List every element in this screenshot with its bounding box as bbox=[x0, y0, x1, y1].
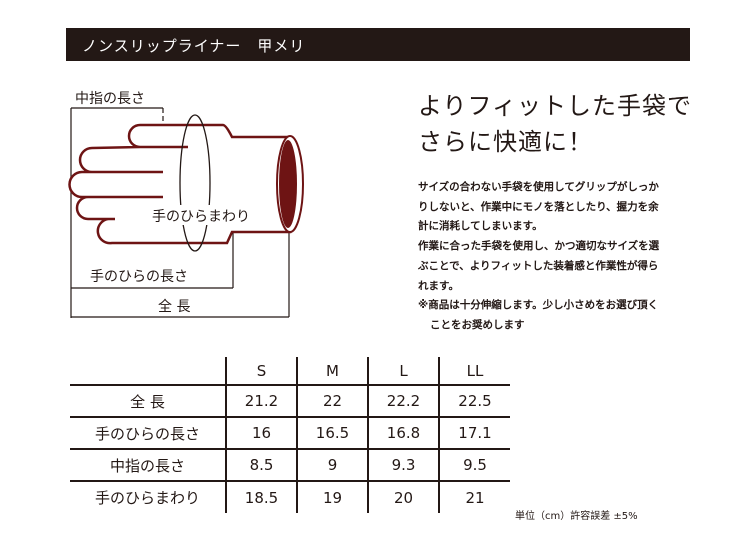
total-length-label: 全 長 bbox=[158, 299, 191, 315]
cell: 22.5 bbox=[438, 384, 510, 417]
headline: よりフィットした手袋で さらに快適に！ bbox=[418, 88, 692, 160]
row-label: 手のひらまわり bbox=[70, 480, 226, 513]
cell: 18.5 bbox=[225, 480, 297, 513]
header-empty bbox=[70, 357, 226, 385]
description: サイズの合わない手袋を使用してグリップがしっか りしないと、作業中にモノを落とし… bbox=[418, 178, 708, 336]
cell: 22.2 bbox=[367, 384, 439, 417]
cell: 9.5 bbox=[438, 448, 510, 481]
palm-circumference-label: 手のひらまわり bbox=[152, 209, 250, 225]
cell: 9.3 bbox=[367, 448, 439, 481]
cell: 22 bbox=[296, 384, 368, 417]
headline-line: さらに快適に！ bbox=[418, 128, 593, 156]
description-line: ことをお奨めします bbox=[430, 318, 525, 331]
table-header-row: S M L LL bbox=[70, 357, 510, 385]
unit-note: 単位（cm）許容誤差 ±5% bbox=[515, 511, 638, 522]
palm-circumference-ellipse bbox=[179, 114, 211, 252]
size-header: L bbox=[367, 357, 439, 385]
row-label: 全 長 bbox=[70, 384, 226, 417]
size-header: LL bbox=[438, 357, 510, 385]
row-label: 中指の長さ bbox=[70, 448, 226, 481]
description-line: ※商品は十分伸縮します。少し小さめをお選び頂く bbox=[418, 299, 659, 312]
description-line: れます。 bbox=[418, 279, 459, 292]
cell: 16.8 bbox=[367, 416, 439, 449]
size-table: S M L LL 全 長 21.2 22 22.2 22.5 手のひらの長さ 1… bbox=[70, 357, 510, 513]
cell: 19 bbox=[296, 480, 368, 513]
table-row: 手のひらの長さ 16 16.5 16.8 17.1 bbox=[70, 416, 510, 449]
cell: 21.2 bbox=[225, 384, 297, 417]
size-header: S bbox=[225, 357, 297, 385]
row-label: 手のひらの長さ bbox=[70, 416, 226, 449]
cell: 16.5 bbox=[296, 416, 368, 449]
cell: 21 bbox=[438, 480, 510, 513]
product-title: ノンスリップライナー 甲メリ bbox=[82, 37, 306, 55]
table-row: 中指の長さ 8.5 9 9.3 9.5 bbox=[70, 448, 510, 481]
description-line: サイズの合わない手袋を使用してグリップがしっか bbox=[418, 181, 659, 193]
cell: 20 bbox=[367, 480, 439, 513]
description-line: りしないと、作業中にモノを落としたり、握力を余 bbox=[418, 200, 659, 213]
size-header: M bbox=[296, 357, 368, 385]
table-row: 手のひらまわり 18.5 19 20 21 bbox=[70, 480, 510, 513]
headline-line: よりフィットした手袋で bbox=[418, 92, 693, 120]
glove-diagram bbox=[68, 107, 304, 318]
description-line: 計に消耗してしまいます。 bbox=[418, 220, 543, 233]
title-bar: ノンスリップライナー 甲メリ bbox=[66, 28, 690, 61]
table-row: 全 長 21.2 22 22.2 22.5 bbox=[70, 384, 510, 417]
cell: 8.5 bbox=[225, 448, 297, 481]
middle-finger-length-label: 中指の長さ bbox=[75, 91, 145, 107]
description-line: ぶことで、よりフィットした装着感と作業性が得ら bbox=[418, 259, 659, 272]
cell: 16 bbox=[225, 416, 297, 449]
cell: 9 bbox=[296, 448, 368, 481]
palm-length-label: 手のひらの長さ bbox=[90, 269, 188, 285]
description-line: 作業に合った手袋を使用し、かつ適切なサイズを選 bbox=[418, 240, 660, 253]
cell: 17.1 bbox=[438, 416, 510, 449]
